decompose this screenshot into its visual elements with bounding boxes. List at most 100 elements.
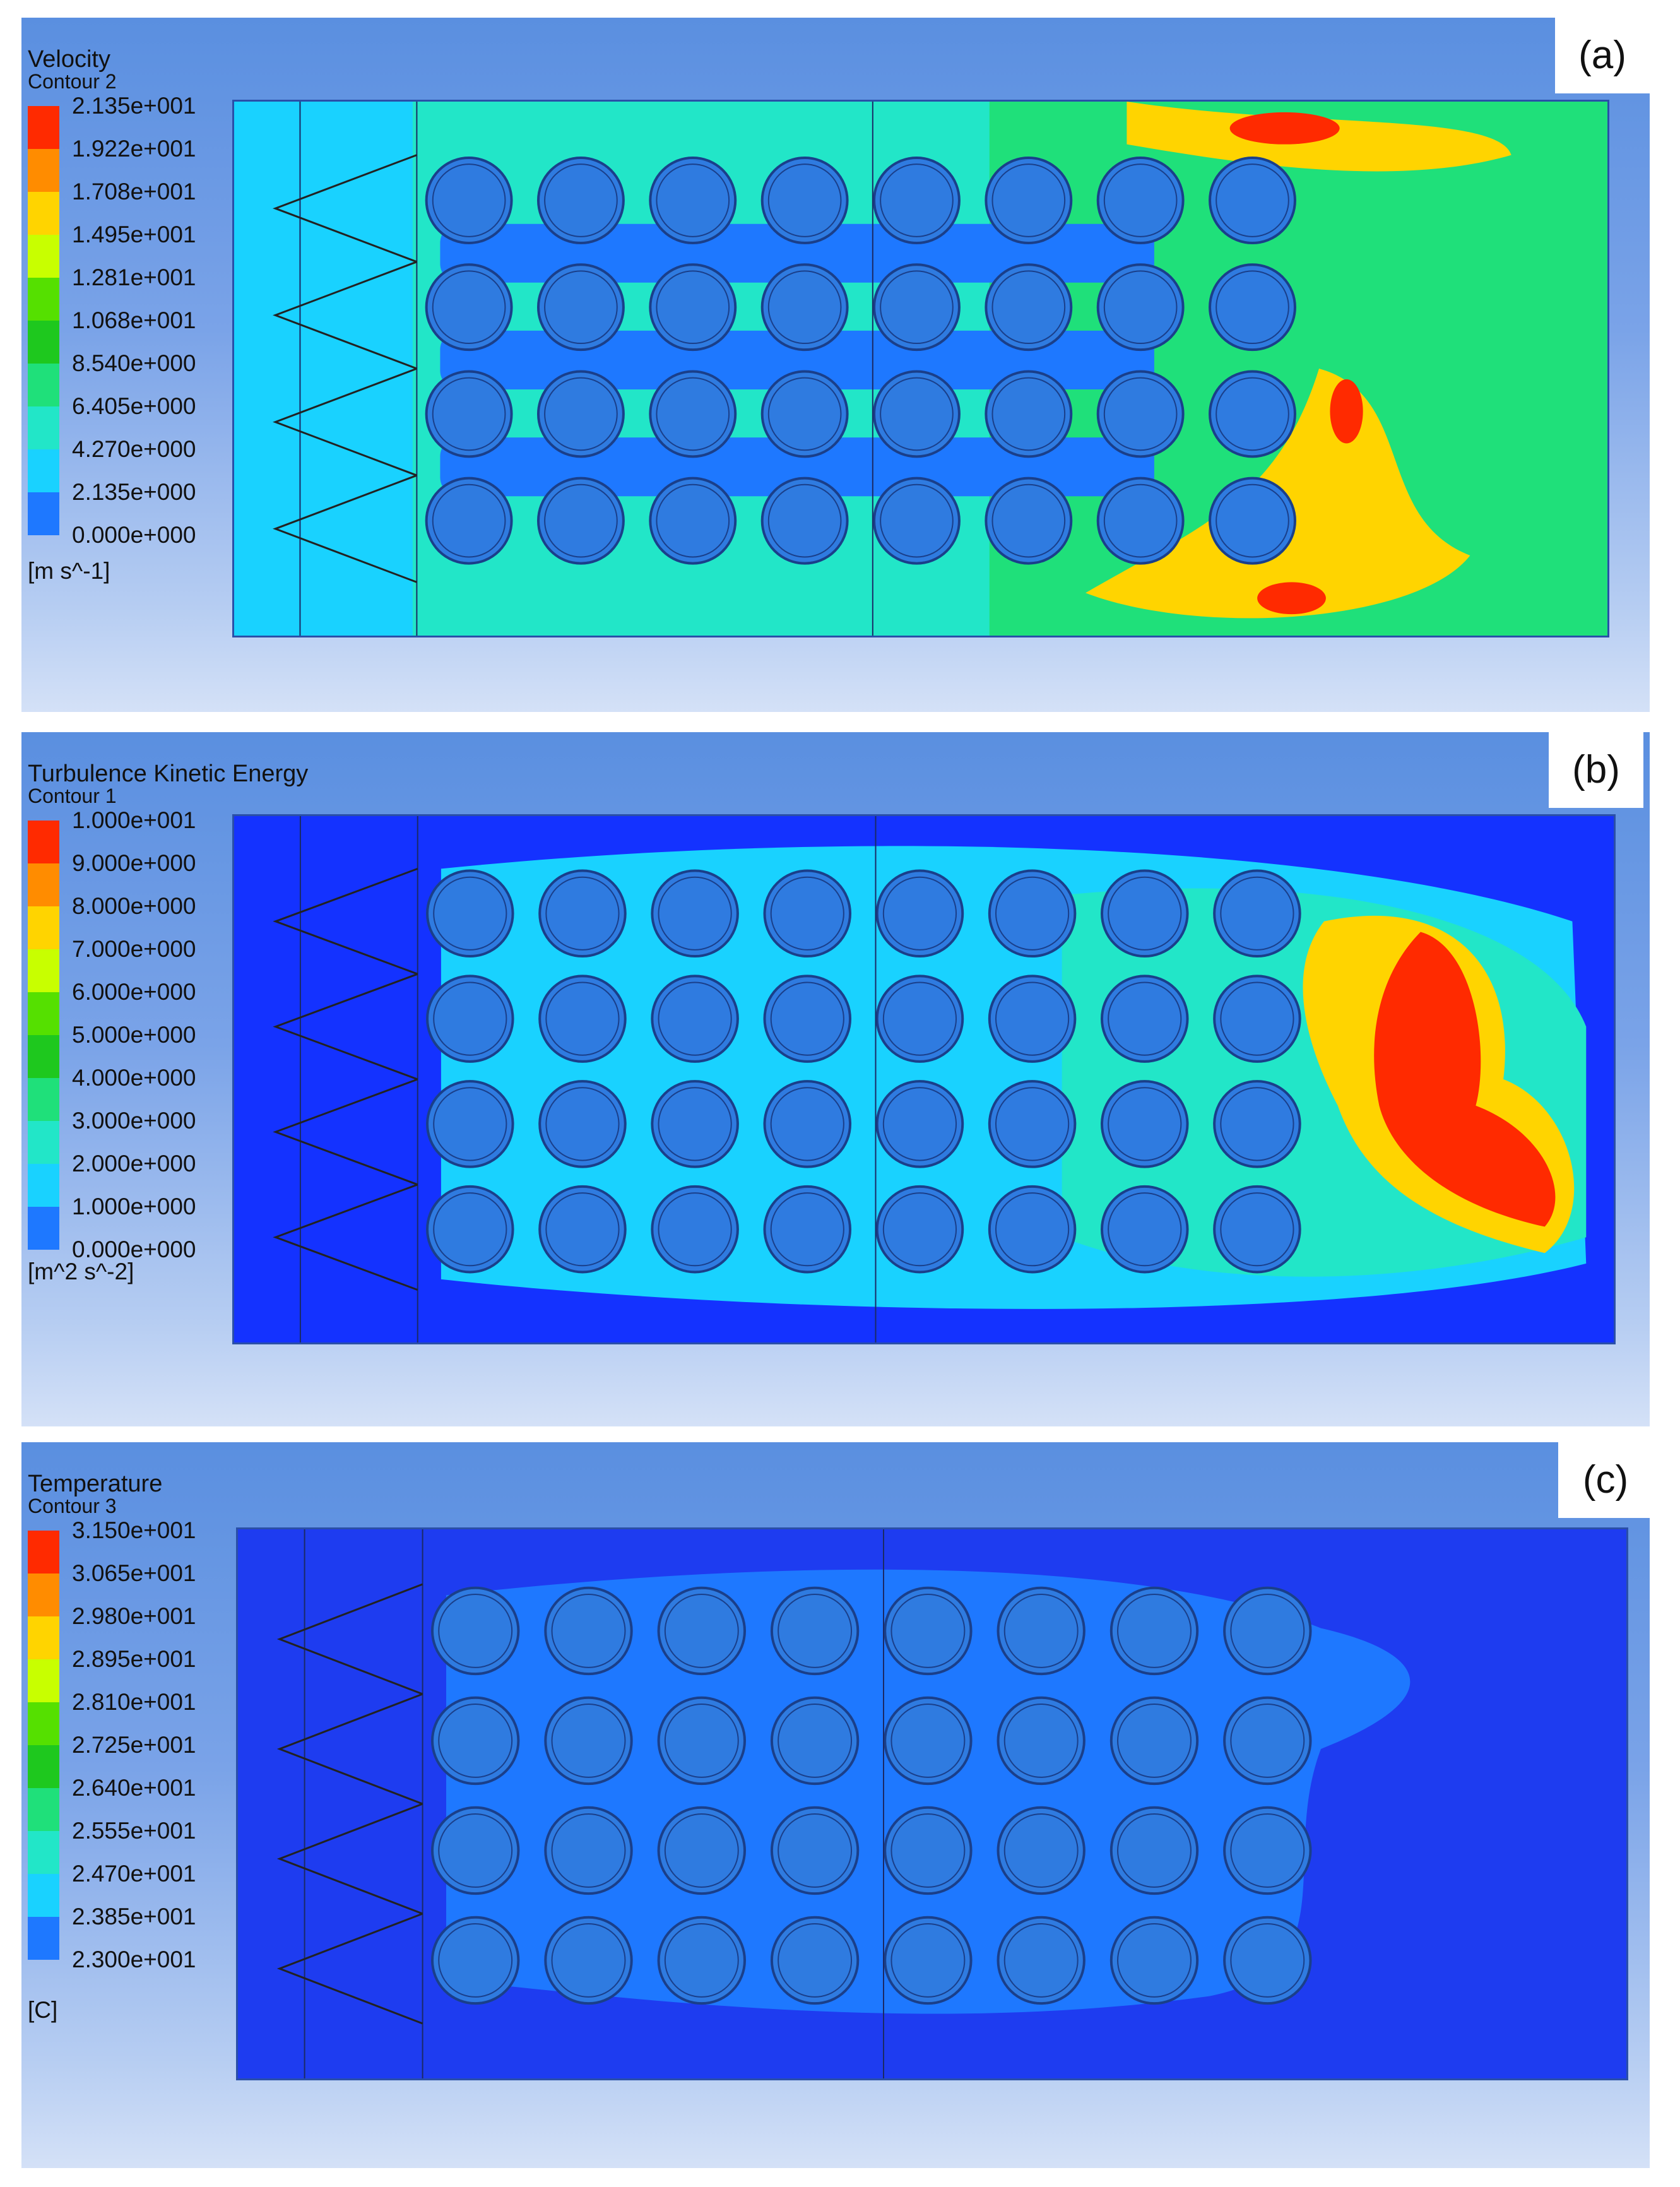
tube-inner-ring [1230, 1703, 1305, 1778]
vortex-generator [276, 1583, 423, 1695]
tube [651, 1185, 739, 1274]
colorbar-tick-label: 2.135e+000 [72, 479, 196, 505]
colorbar-band [28, 1616, 59, 1659]
tube [1209, 477, 1296, 565]
tube-inner-ring [1220, 876, 1294, 951]
colorbar-band [28, 1164, 59, 1207]
tube-inner-ring [1003, 1703, 1079, 1778]
tube [884, 1696, 973, 1786]
tube-inner-ring [1108, 981, 1182, 1056]
tube [1109, 1806, 1199, 1895]
tube [431, 1696, 520, 1786]
tube-inner-ring [432, 483, 506, 558]
colorbar-band [28, 1659, 59, 1702]
tube [544, 1916, 633, 2005]
tube-inner-ring [551, 1923, 626, 1998]
tube [544, 1586, 633, 1676]
contour-svg [234, 102, 1607, 636]
tube [770, 1696, 860, 1786]
tube [1109, 1696, 1199, 1786]
tube-inner-ring [778, 1813, 853, 1888]
tube [538, 1185, 627, 1274]
units-label: [m^2 s^-2] [28, 1259, 134, 1284]
tube-inner-ring [658, 876, 732, 951]
colorbar-band [28, 1831, 59, 1874]
tube-inner-ring [1230, 1813, 1305, 1888]
colorbar-band [28, 992, 59, 1035]
tube [985, 157, 1073, 244]
colorbar-band [28, 1917, 59, 1960]
tube-inner-ring [1230, 1923, 1305, 1998]
tube-inner-ring [432, 377, 506, 451]
tube-inner-ring [544, 163, 618, 237]
colorbar-tick-label: 3.150e+001 [72, 1517, 196, 1543]
tube-inner-ring [995, 876, 1070, 951]
tube-inner-ring [1117, 1593, 1192, 1668]
tube [760, 477, 849, 565]
tube [1213, 1080, 1301, 1168]
tube [1100, 975, 1189, 1063]
tube-inner-ring [438, 1923, 513, 1998]
colorbar-band [28, 1745, 59, 1788]
tube-inner-ring [433, 876, 507, 951]
tube-inner-ring [438, 1593, 513, 1668]
colorbar-band [28, 364, 59, 406]
tube [651, 975, 739, 1063]
legend-subtitle: Contour 2 [28, 70, 117, 93]
tube-inner-ring [1216, 163, 1289, 237]
colorbar [28, 106, 59, 535]
vortex-generator [273, 1078, 418, 1186]
colorbar-band [28, 149, 59, 192]
tube-inner-ring [433, 1192, 507, 1267]
colorbar-band [28, 1121, 59, 1164]
tube [1213, 1185, 1301, 1274]
tube [875, 1080, 964, 1168]
tube [1213, 869, 1301, 958]
tube-inner-ring [551, 1813, 626, 1888]
tube-inner-ring [880, 483, 954, 558]
tube-inner-ring [545, 1087, 620, 1161]
colorbar-band [28, 192, 59, 235]
tube [760, 157, 849, 244]
tube-inner-ring [882, 876, 957, 951]
tube-inner-ring [1103, 483, 1178, 558]
colorbar-tick-label: 1.708e+001 [72, 179, 196, 204]
contour-svg [238, 1529, 1626, 2078]
legend-subtitle: Contour 1 [28, 785, 117, 807]
colorbar-tick-label: 0.000e+000 [72, 522, 196, 548]
tube [544, 1806, 633, 1895]
tube-inner-ring [882, 981, 957, 1056]
colorbar-band [28, 1574, 59, 1616]
peak-turbulence-zone [1374, 932, 1556, 1227]
colorbar-tick-label: 1.000e+001 [72, 807, 196, 833]
tube-inner-ring [1108, 876, 1182, 951]
tube [425, 157, 513, 244]
colorbar-band [28, 1207, 59, 1250]
legend-title: Velocity [28, 46, 110, 73]
tube [988, 869, 1077, 958]
tube-inner-ring [890, 1923, 966, 1998]
colorbar-tick-label: 2.555e+001 [72, 1818, 196, 1844]
tube [536, 157, 625, 244]
tube [536, 263, 625, 352]
colorbar-band [28, 321, 59, 364]
tube-inner-ring [433, 981, 507, 1056]
tube-inner-ring [1216, 377, 1289, 451]
vortex-generator [273, 367, 417, 477]
vortex-generator [276, 1693, 423, 1805]
tube [426, 1185, 514, 1274]
tube [873, 370, 961, 458]
tube-inner-ring [778, 1593, 853, 1668]
legend-title: Temperature [28, 1471, 163, 1497]
tube [425, 263, 513, 352]
tube-inner-ring [656, 163, 730, 237]
colorbar-tick-label: 2.980e+001 [72, 1603, 196, 1629]
colorbar-tick-label: 1.495e+001 [72, 222, 196, 247]
tube [657, 1806, 746, 1895]
colorbar-tick-label: 1.281e+001 [72, 264, 196, 290]
tube-inner-ring [890, 1593, 966, 1668]
colorbar-tick-label: 2.725e+001 [72, 1732, 196, 1758]
tube [426, 1080, 514, 1168]
tube [536, 370, 625, 458]
tube-inner-ring [1220, 981, 1294, 1056]
